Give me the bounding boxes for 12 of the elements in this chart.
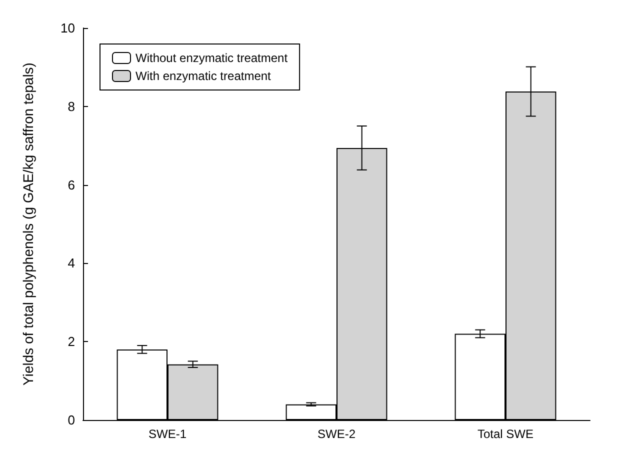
x-tick-label: SWE-1	[148, 427, 187, 441]
y-tick-label: 10	[60, 20, 75, 36]
x-tick-label: Total SWE	[477, 427, 534, 441]
y-tick-label: 8	[68, 98, 75, 114]
legend-label: With enzymatic treatment	[136, 69, 272, 83]
y-axis-title: Yields of total polyphenols (g GAE/kg saffron tepals)	[20, 62, 36, 386]
legend-label: Without enzymatic treatment	[136, 51, 288, 65]
y-tick-label: 2	[68, 334, 75, 350]
y-tick-label: 4	[68, 256, 75, 271]
y-tick-label: 6	[68, 177, 75, 192]
x-tick-label: SWE-2	[317, 427, 356, 441]
y-tick-label: 0	[68, 412, 75, 428]
